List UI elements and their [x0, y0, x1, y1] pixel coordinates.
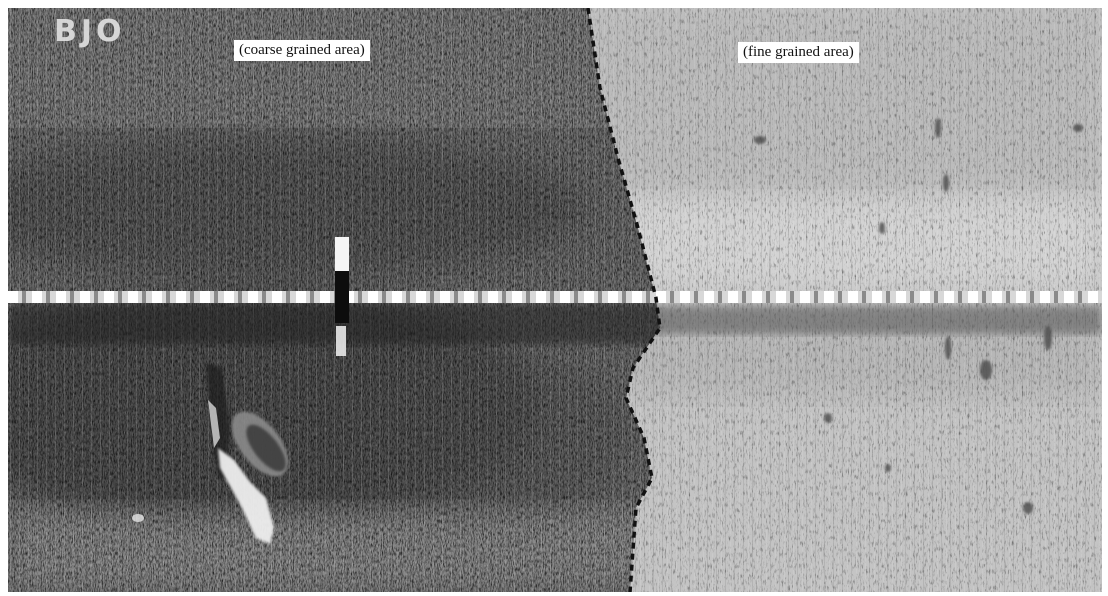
coarse-grained-label: (coarse grained area) — [234, 40, 370, 61]
nadir-shadow — [8, 304, 1102, 344]
scale-marker — [335, 237, 349, 356]
sonar-canvas — [8, 8, 1102, 592]
watermark-logo: BJO — [54, 14, 126, 49]
nadir-line — [8, 291, 1102, 303]
seabed-object — [132, 363, 289, 544]
sediment-boundary-line — [586, 8, 662, 592]
side-scan-sonar-image: BJO (coarse grained area) (fine grained … — [8, 8, 1102, 592]
fine-grained-label: (fine grained area) — [738, 42, 859, 63]
